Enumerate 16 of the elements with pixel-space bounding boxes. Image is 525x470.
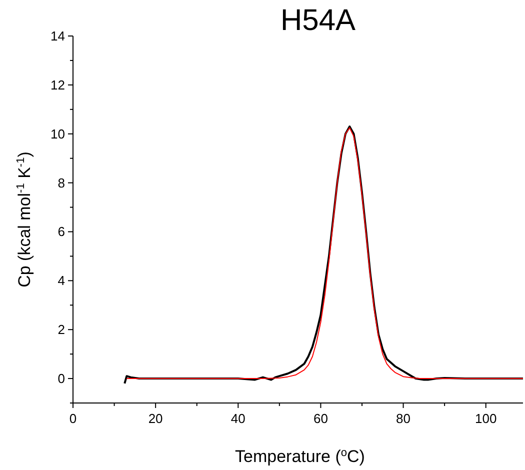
x-tick-label: 20: [148, 411, 163, 426]
y-tick-label: 10: [50, 126, 65, 142]
y-tick-label: 14: [50, 28, 65, 44]
x-tick-label: 100: [474, 411, 497, 426]
x-tick-label: 40: [230, 411, 246, 426]
y-tick-label: 12: [50, 77, 65, 92]
y-tick-label: 2: [58, 322, 65, 338]
x-tick-label: 60: [313, 411, 328, 426]
x-axis-title: Temperature ($^{o}$C): [235, 447, 365, 466]
x-tick-label: 80: [396, 411, 411, 426]
x-tick-label: 0: [69, 411, 77, 426]
y-tick-label: 4: [58, 273, 65, 288]
y-tick-label: 0: [58, 371, 65, 386]
y-tick-label: 8: [58, 175, 65, 190]
chart-title: H54A: [280, 4, 356, 37]
y-tick-label: 6: [58, 224, 65, 240]
